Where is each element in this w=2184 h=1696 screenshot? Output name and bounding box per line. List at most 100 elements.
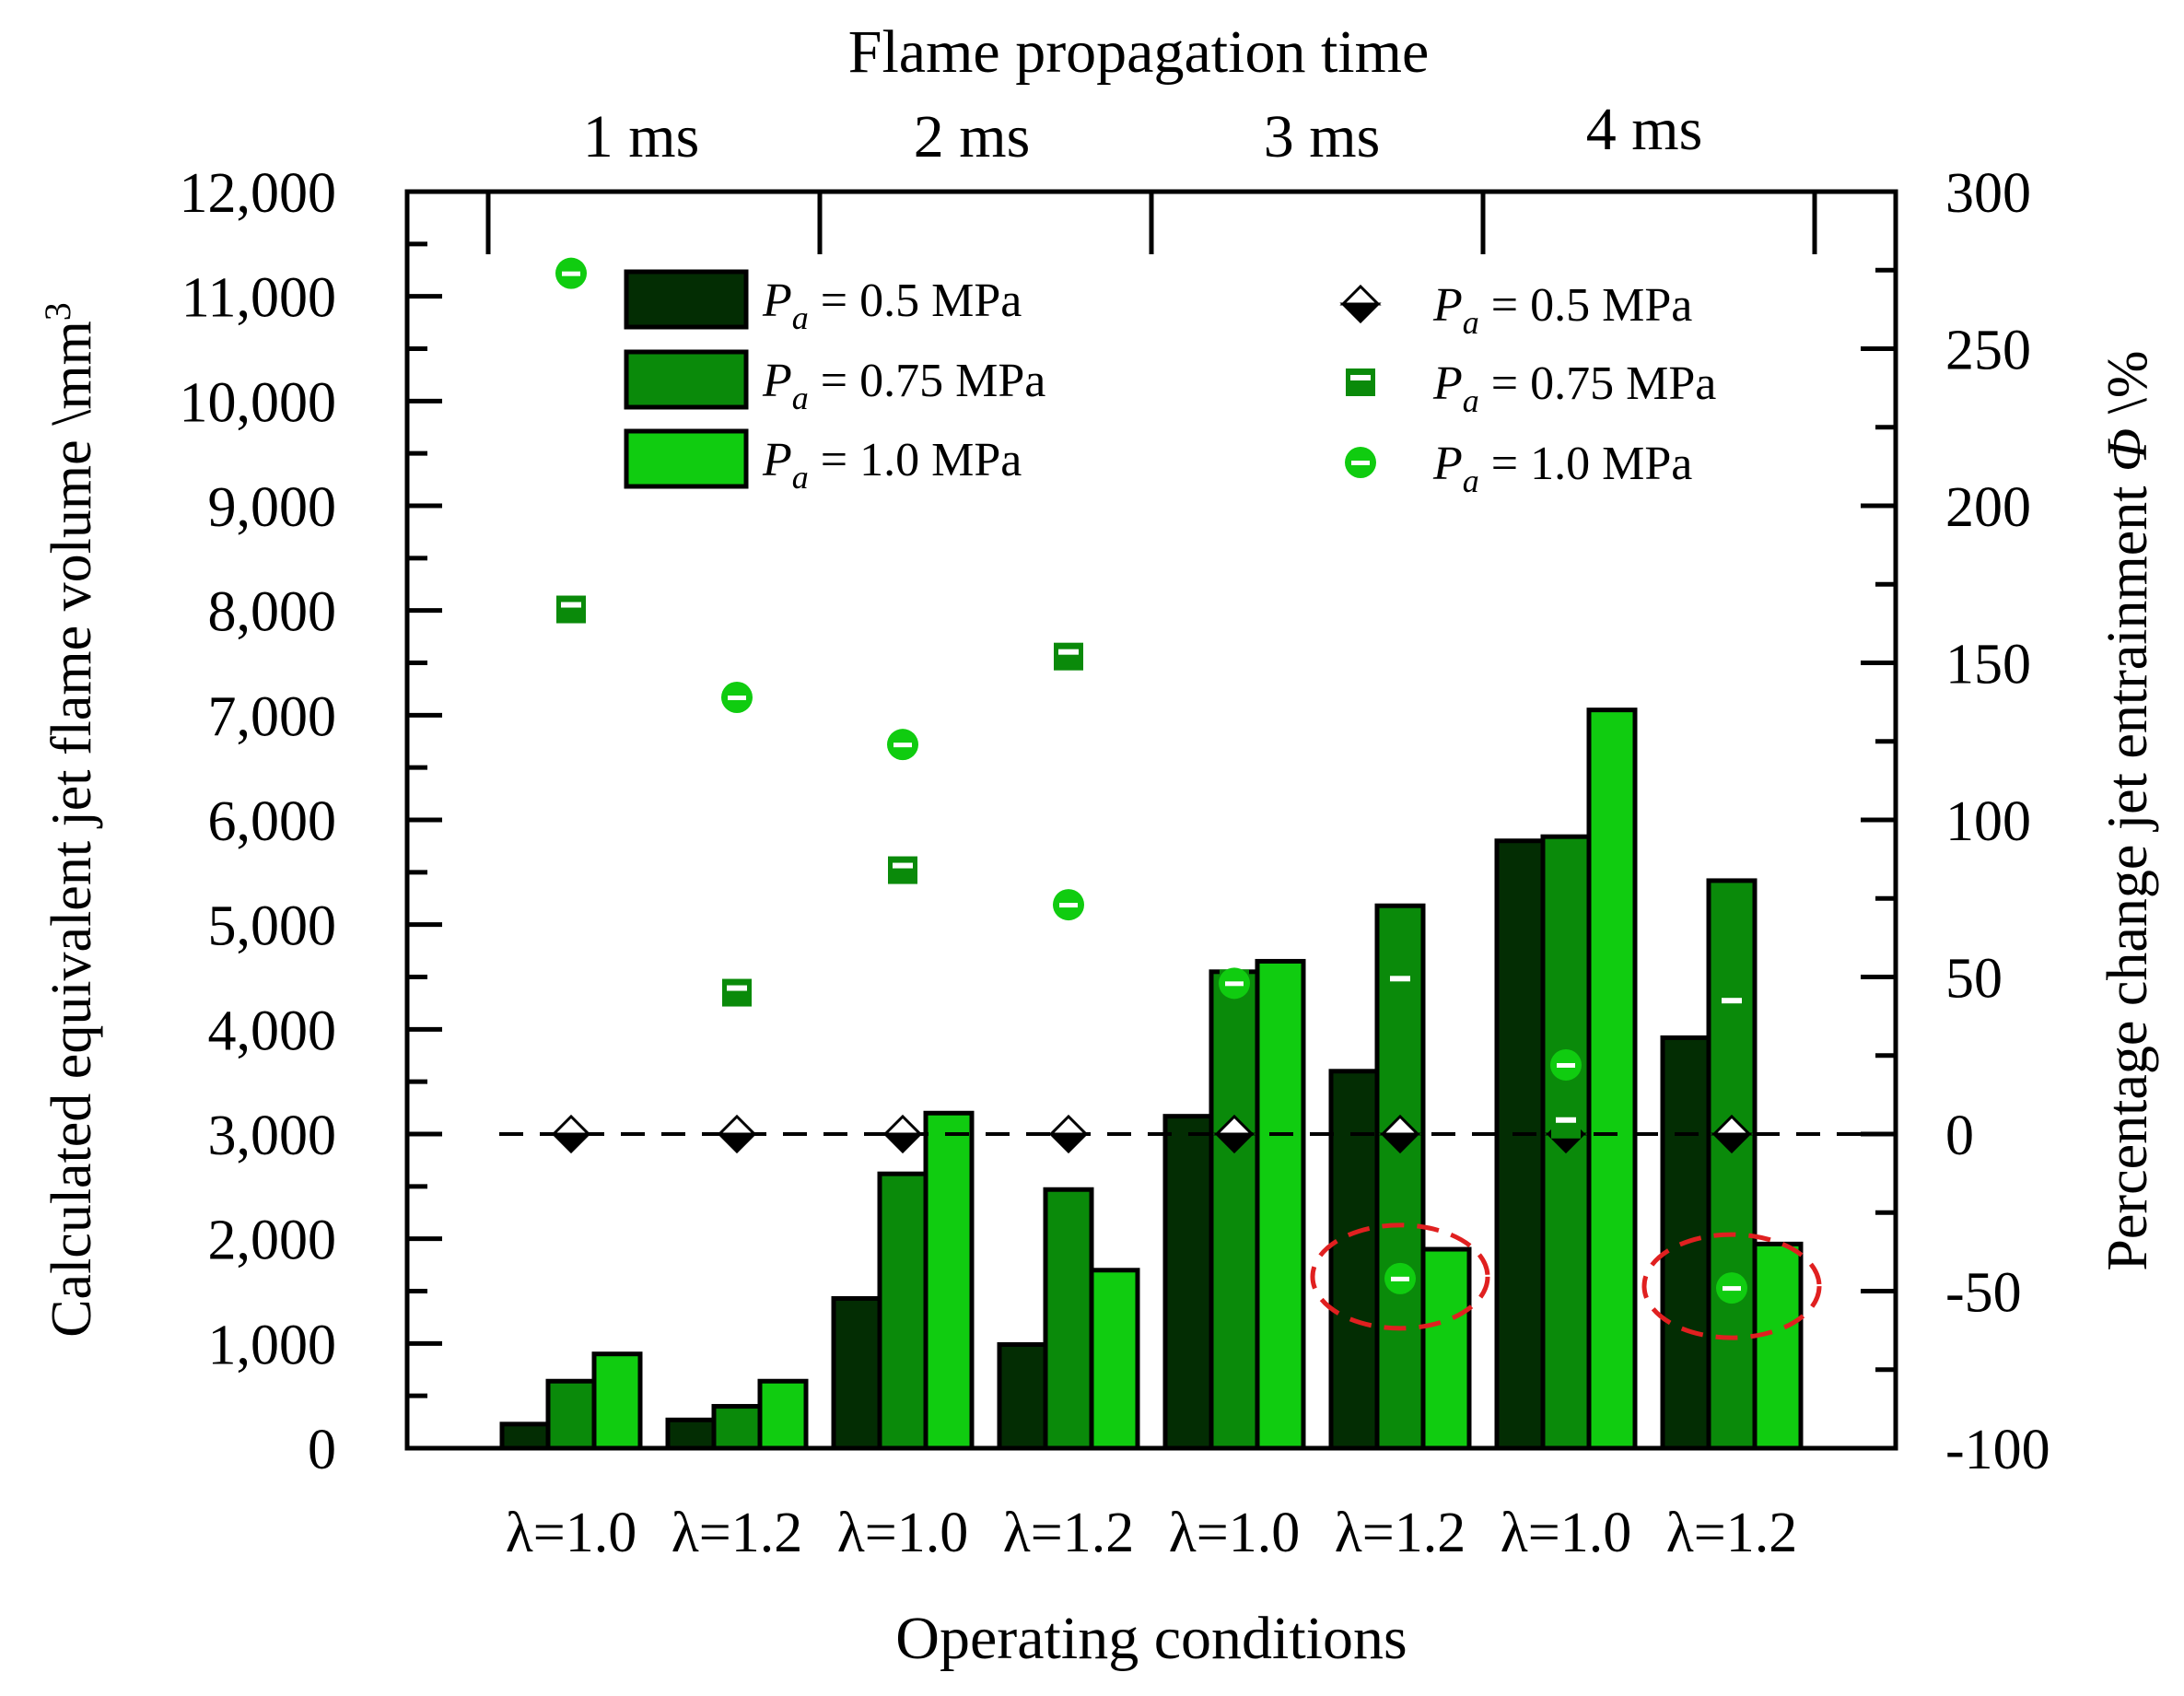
- left-axis-ticks: 0 1,000 2,000 3,000 4,000 5,000 6,000 7,000 8,00…: [180, 162, 442, 1481]
- y-tick-label: 12,000: [180, 162, 337, 225]
- group-label: 4 ms: [1586, 96, 1703, 163]
- legend-label-symbol: P: [1432, 438, 1463, 490]
- marker: [1716, 1272, 1747, 1304]
- marker: [550, 1114, 592, 1154]
- marker: [1551, 1110, 1581, 1139]
- y-tick-label: 4,000: [208, 1000, 337, 1062]
- legend-label-text: = 0.5 MPa: [1479, 279, 1693, 332]
- markers: [550, 257, 1753, 1304]
- y-axis-label-sup: 3: [37, 302, 78, 321]
- bar: [1586, 708, 1638, 1451]
- legend-label-text: = 1.0 MPa: [809, 434, 1022, 486]
- marker-body: [1717, 991, 1746, 1020]
- legend-label-subscript: a: [1463, 382, 1479, 419]
- marker: [1711, 1114, 1753, 1154]
- x-tick-label: λ=1.2: [672, 1502, 803, 1564]
- group-label: 2 ms: [914, 103, 1031, 170]
- bar: [877, 1171, 928, 1451]
- bar: [1043, 1187, 1094, 1451]
- group-label: 1 ms: [583, 103, 700, 170]
- group-labels: 1 ms 2 ms 3 ms 4 ms: [583, 96, 1703, 170]
- legend-label-symbol: P: [1432, 357, 1463, 410]
- legend-swatch: [624, 349, 749, 410]
- y-axis-label: Calculated equivalent jet flame volume \…: [37, 302, 103, 1338]
- y-tick-label: 0: [308, 1419, 336, 1481]
- highlight-ellipse: [1310, 1222, 1490, 1331]
- legend-bars: Pa = 0.5 MPa Pa = 0.75 MPa Pa = 1.0 MPa: [624, 269, 1045, 496]
- marker-half-bottom: [1047, 1132, 1090, 1154]
- y2-tick-label: -100: [1945, 1419, 2050, 1481]
- marker-bar: [1556, 1117, 1576, 1123]
- legend-swatch: [624, 269, 749, 330]
- marker-body: [556, 595, 586, 624]
- marker: [721, 682, 753, 714]
- legend-label-symbol: P: [762, 434, 792, 486]
- y-axis-label-main: Calculated equivalent jet flame volume \…: [41, 321, 103, 1338]
- marker: [882, 1114, 924, 1154]
- bar: [1209, 969, 1260, 1451]
- legend-label: Pa = 0.5 MPa: [1432, 279, 1692, 341]
- group-label: 3 ms: [1264, 103, 1381, 170]
- bar: [1089, 1268, 1140, 1451]
- y-tick-label: 11,000: [181, 267, 336, 330]
- bar: [711, 1404, 763, 1451]
- marker-bar: [1058, 649, 1079, 655]
- y-tick-label: 10,000: [180, 371, 337, 434]
- legend-label-symbol: P: [762, 275, 792, 327]
- marker-half-top: [550, 1114, 592, 1136]
- y2-tick-label: 300: [1945, 162, 2031, 225]
- legend-label-subscript: a: [1463, 462, 1479, 499]
- x-tick-label: λ=1.0: [1501, 1502, 1632, 1564]
- chart-title: Flame propagation time: [848, 18, 1430, 86]
- marker-bar: [1059, 903, 1078, 908]
- marker-body: [1346, 368, 1375, 396]
- y2-axis-label-symbol: Φ: [2096, 428, 2159, 472]
- bar: [499, 1421, 551, 1451]
- marker: [555, 257, 587, 289]
- bar: [757, 1378, 809, 1451]
- marker-half-bottom: [550, 1132, 592, 1154]
- marker-half-bottom: [882, 1132, 924, 1154]
- y-tick-label: 9,000: [208, 476, 337, 539]
- bars: [499, 708, 1804, 1451]
- marker-half-bottom: [1339, 302, 1382, 324]
- legend-label: Pa = 0.75 MPa: [762, 355, 1045, 416]
- bar: [1752, 1241, 1804, 1451]
- bar: [591, 1351, 643, 1451]
- x-tick-label: λ=1.0: [1169, 1502, 1301, 1564]
- marker: [1053, 889, 1084, 921]
- marker-bar: [1350, 375, 1371, 380]
- marker-body: [1551, 1110, 1581, 1139]
- marker: [887, 729, 918, 761]
- x-axis-label: Operating conditions: [895, 1605, 1407, 1672]
- marker-bar: [561, 602, 581, 608]
- legend-label-subscript: a: [792, 380, 809, 416]
- right-axis-ticks: -100 -50 0 50 100 150 200 250 300: [1861, 162, 2050, 1481]
- marker: [556, 595, 586, 624]
- y2-axis-label-tail: \%: [2096, 350, 2159, 427]
- marker-bar: [562, 271, 580, 276]
- x-tick-label: λ=1.0: [837, 1502, 969, 1564]
- marker-bar: [1351, 461, 1370, 465]
- legend-label: Pa = 1.0 MPa: [762, 434, 1022, 496]
- highlight-ellipse: [1641, 1232, 1822, 1340]
- x-tick-label: λ=1.0: [506, 1502, 637, 1564]
- legend-label-subscript: a: [792, 459, 809, 496]
- marker-half-bottom: [1379, 1132, 1421, 1154]
- legend-label: Pa = 0.5 MPa: [762, 275, 1022, 336]
- marker-half-bottom: [1711, 1132, 1753, 1154]
- x-tick-labels: λ=1.0 λ=1.2 λ=1.0 λ=1.2 λ=1.0 λ=1.2 λ=1.0 λ=1.2: [506, 1502, 1798, 1564]
- x-tick-label: λ=1.2: [1335, 1502, 1466, 1564]
- marker-bar: [1225, 981, 1244, 987]
- marker-body: [1054, 642, 1083, 671]
- marker: [888, 856, 917, 884]
- marker: [1717, 991, 1746, 1020]
- y2-tick-label: 0: [1945, 1105, 1974, 1167]
- marker-bar: [1391, 1276, 1409, 1281]
- legend-label-subscript: a: [792, 299, 809, 336]
- marker-bar: [893, 862, 913, 869]
- y2-tick-label: 50: [1945, 948, 2003, 1011]
- marker: [722, 978, 752, 1007]
- marker: [1379, 1114, 1421, 1154]
